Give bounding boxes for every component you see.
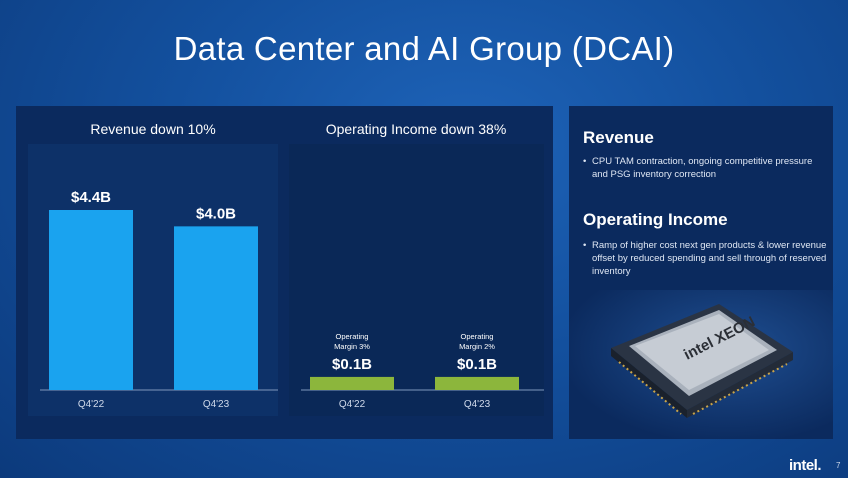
operating-income-bullet: Ramp of higher cost next gen products & …: [583, 239, 827, 278]
operating-income-heading: Operating Income: [583, 210, 728, 229]
revenue-bar-0: [49, 210, 133, 390]
xeon-chip-illustration: intel XEON: [611, 304, 793, 418]
opinc-annotation-0-0: Operating: [336, 332, 369, 341]
slide-title: Data Center and AI Group (DCAI): [173, 30, 675, 67]
opinc-value-label-0: $0.1B: [332, 356, 372, 373]
charts-panel: Revenue down 10% $4.4B Q4'22 $4.0B Q4'23 Oper…: [16, 106, 553, 439]
revenue-tick-label-1: Q4'23: [203, 399, 230, 410]
opinc-value-label-1: $0.1B: [457, 356, 497, 373]
opinc-tick-label-1: Q4'23: [464, 399, 491, 410]
revenue-bullet: CPU TAM contraction, ongoing competitive…: [583, 155, 827, 181]
chip-heatspreader-top: [635, 314, 769, 390]
xeon-chip-image: intel XEON: [569, 290, 833, 439]
intel-logo: intel.: [789, 457, 822, 474]
revenue-chart-title: Revenue down 10%: [90, 121, 215, 137]
chip-substrate-side: [611, 348, 687, 418]
opinc-chart-title: Operating Income down 38%: [326, 121, 507, 137]
charts-svg: Revenue down 10% $4.4B Q4'22 $4.0B Q4'23 Oper…: [28, 121, 544, 416]
opinc-annotation-0-1: Margin 3%: [334, 342, 370, 351]
chip-contacts-left: [618, 361, 682, 415]
opinc-bar-0: [310, 376, 394, 390]
commentary-panel: Revenue CPU TAM contraction, ongoing com…: [569, 106, 833, 439]
opinc-chart-bg: [289, 144, 544, 416]
opinc-annotation-1-1: Margin 2%: [459, 342, 495, 351]
revenue-value-label-0: $4.4B: [71, 189, 111, 206]
opinc-bar-1: [435, 376, 519, 390]
revenue-tick-label-0: Q4'22: [78, 399, 105, 410]
revenue-bar-1: [174, 226, 258, 390]
page-number: 7: [836, 461, 841, 470]
revenue-heading: Revenue: [583, 128, 654, 147]
opinc-tick-label-0: Q4'22: [339, 399, 366, 410]
opinc-annotation-1-0: Operating: [461, 332, 494, 341]
revenue-value-label-1: $4.0B: [196, 205, 236, 222]
chip-substrate-front: [687, 352, 793, 418]
